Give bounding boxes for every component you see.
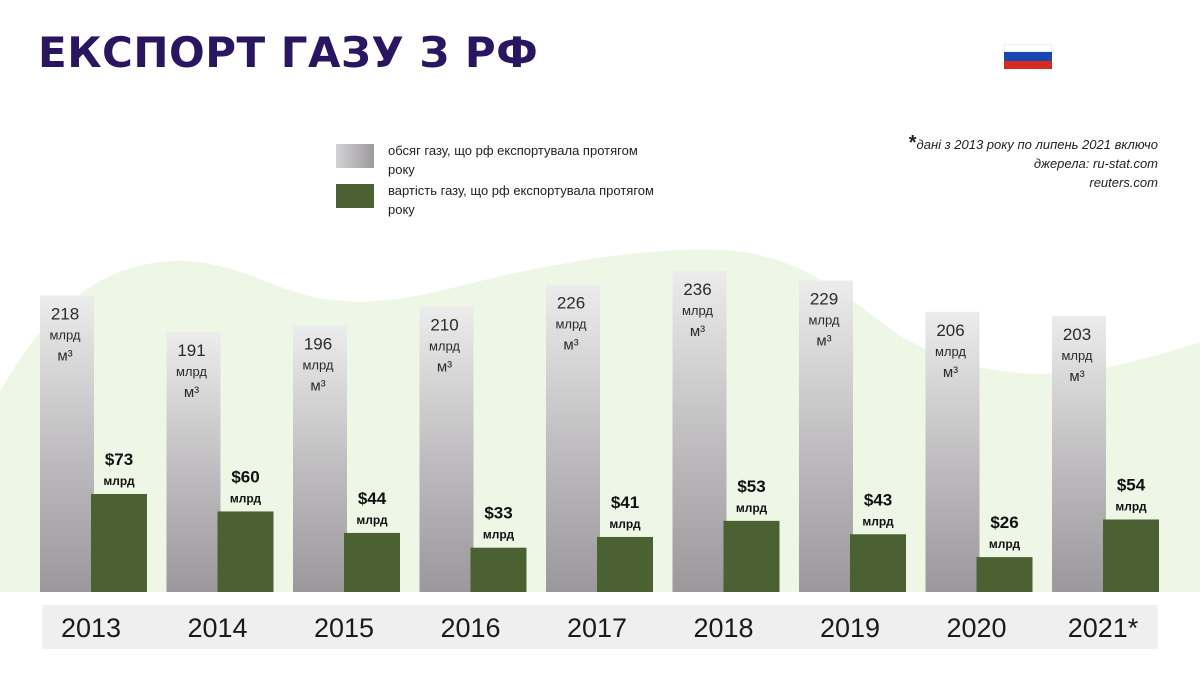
volume-value-label: 203 [1063,325,1091,344]
volume-value-label: 218 [51,304,79,323]
year-tick-label: 2019 [820,613,880,643]
value-unit-label: млрд [862,514,894,528]
page-title: ЕКСПОРТ ГАЗУ З РФ [38,28,539,77]
volume-unit-m3-label: м³ [690,323,705,340]
volume-value-label: 191 [177,341,205,360]
value-bar [976,557,1033,592]
volume-value-label: 206 [936,321,964,340]
value-bar [91,494,147,592]
volume-bar [40,295,94,592]
volume-unit-m3-label: м³ [563,337,578,354]
volume-bar [925,311,980,592]
value-bar [1103,519,1159,592]
note-source-1: джерела: ru-stat.com [1033,156,1158,171]
year-tick-label: 2016 [440,613,500,643]
volume-unit-label: млрд [1061,348,1092,363]
volume-unit-m3-label: м³ [943,364,958,381]
volume-unit-label: млрд [682,303,713,318]
value-amount-label: $53 [737,477,765,496]
note-period: дані з 2013 року по липень 2021 включо [916,137,1158,152]
volume-bar [166,332,221,592]
value-unit-label: млрд [1115,500,1147,514]
value-amount-label: $33 [484,504,512,523]
volume-unit-m3-label: м³ [57,347,72,364]
value-unit-label: млрд [230,491,262,505]
volume-unit-m3-label: м³ [184,384,199,401]
legend-value-swatch [336,184,374,208]
year-tick-label: 2013 [61,613,121,643]
volume-bar [799,280,853,592]
year-tick-label: 2020 [946,613,1006,643]
volume-unit-label: млрд [176,364,207,379]
volume-unit-m3-label: м³ [437,358,452,375]
russia-flag-icon [1004,44,1052,69]
value-amount-label: $26 [990,513,1018,532]
source-note: *дані з 2013 року по липень 2021 включо … [908,132,1158,192]
volume-bar [293,325,347,592]
value-unit-label: млрд [609,517,641,531]
legend-value-label: вартість газу, що рф експортувала протяг… [388,183,654,217]
value-amount-label: $73 [105,450,133,469]
year-tick-label: 2021* [1068,613,1139,643]
asterisk: * [908,132,917,154]
value-unit-label: млрд [989,537,1021,551]
value-bar [217,511,274,592]
volume-bar [546,284,600,592]
value-amount-label: $60 [231,467,259,486]
volume-value-label: 196 [304,334,332,353]
value-unit-label: млрд [736,501,768,515]
value-amount-label: $43 [864,490,892,509]
volume-unit-label: млрд [429,338,460,353]
year-tick-label: 2014 [187,613,247,643]
volume-unit-label: млрд [935,344,966,359]
volume-value-label: 236 [683,280,711,299]
volume-unit-label: млрд [49,327,80,342]
volume-unit-m3-label: м³ [310,377,325,394]
value-bar [723,520,780,592]
volume-unit-label: млрд [555,317,586,332]
volume-value-label: 210 [430,315,458,334]
year-tick-label: 2015 [314,613,374,643]
value-amount-label: $41 [611,493,639,512]
x-axis-band [42,605,1158,649]
legend-volume-swatch [336,144,374,168]
value-unit-label: млрд [356,513,388,527]
value-bar [470,547,527,592]
value-bar [597,536,653,592]
volume-bar [672,271,727,592]
value-bar [850,534,906,592]
value-amount-label: $44 [358,489,387,508]
legend-volume-label: обсяг газу, що рф експортувала протягом … [388,143,638,177]
volume-unit-m3-label: м³ [816,333,831,350]
volume-unit-label: млрд [808,313,839,328]
value-unit-label: млрд [103,474,135,488]
volume-value-label: 226 [557,294,585,313]
volume-unit-label: млрд [302,357,333,372]
note-source-2: reuters.com [1089,175,1158,190]
legend-value: вартість газу, що рф експортувала протяг… [336,181,658,219]
legend-volume: обсяг газу, що рф експортувала протягом … [336,141,658,179]
year-tick-label: 2018 [693,613,753,643]
value-bar [344,532,400,592]
volume-bar [1052,315,1106,592]
volume-bar [419,306,474,592]
volume-value-label: 229 [810,290,838,309]
value-amount-label: $54 [1117,476,1146,495]
volume-unit-m3-label: м³ [1069,368,1084,385]
year-tick-label: 2017 [567,613,627,643]
value-unit-label: млрд [483,528,515,542]
